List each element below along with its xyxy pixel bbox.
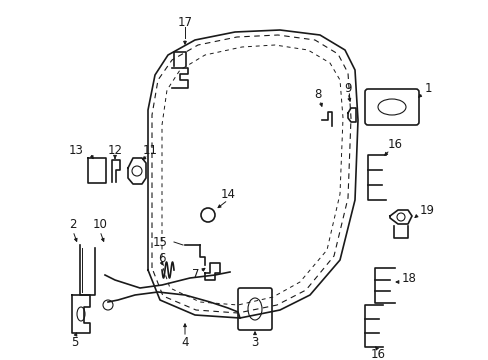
Text: 4: 4	[181, 336, 188, 348]
Text: 5: 5	[71, 336, 79, 348]
Text: 9: 9	[344, 81, 351, 94]
Text: 16: 16	[370, 348, 385, 360]
Text: 11: 11	[142, 144, 157, 157]
Text: 16: 16	[386, 139, 402, 152]
Text: 15: 15	[153, 235, 168, 248]
Text: 18: 18	[401, 271, 416, 284]
Text: 7: 7	[192, 269, 199, 282]
Text: 10: 10	[92, 219, 107, 231]
Text: 6: 6	[158, 252, 165, 265]
Text: 2: 2	[69, 219, 77, 231]
Text: 19: 19	[419, 203, 434, 216]
Text: 14: 14	[220, 189, 235, 202]
Text: 13: 13	[69, 144, 84, 157]
Text: 8: 8	[314, 89, 321, 102]
Text: 12: 12	[107, 144, 122, 157]
Text: 17: 17	[177, 15, 192, 28]
Text: 1: 1	[424, 81, 431, 94]
Text: 3: 3	[251, 336, 258, 348]
